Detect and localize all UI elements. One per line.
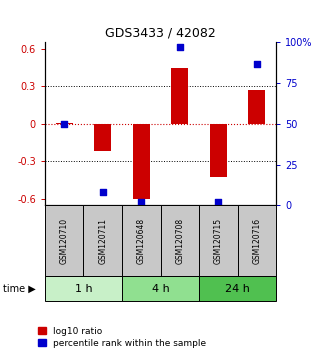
FancyBboxPatch shape — [45, 205, 83, 276]
Bar — [56, 122, 73, 124]
FancyBboxPatch shape — [199, 276, 276, 301]
Point — [254, 61, 259, 67]
Text: GSM120648: GSM120648 — [137, 218, 146, 264]
Bar — [94, 124, 111, 152]
Point — [62, 121, 67, 127]
Text: GSM120711: GSM120711 — [98, 218, 107, 264]
Bar — [133, 124, 150, 199]
Text: GSM120710: GSM120710 — [60, 218, 69, 264]
Text: GSM120716: GSM120716 — [252, 218, 261, 264]
FancyBboxPatch shape — [122, 276, 199, 301]
FancyBboxPatch shape — [199, 205, 238, 276]
Point — [177, 45, 182, 50]
Bar — [210, 124, 227, 177]
Text: 4 h: 4 h — [152, 284, 169, 293]
Bar — [171, 68, 188, 124]
FancyBboxPatch shape — [238, 205, 276, 276]
Point — [100, 189, 105, 195]
Text: 1 h: 1 h — [75, 284, 92, 293]
Point — [139, 199, 144, 205]
Text: GSM120715: GSM120715 — [214, 218, 223, 264]
FancyBboxPatch shape — [122, 205, 160, 276]
Text: 24 h: 24 h — [225, 284, 250, 293]
FancyBboxPatch shape — [45, 276, 122, 301]
Bar — [248, 90, 265, 124]
FancyBboxPatch shape — [83, 205, 122, 276]
FancyBboxPatch shape — [160, 205, 199, 276]
Text: GSM120708: GSM120708 — [175, 218, 184, 264]
Text: time ▶: time ▶ — [3, 284, 36, 293]
Title: GDS3433 / 42082: GDS3433 / 42082 — [105, 27, 216, 40]
Point — [216, 199, 221, 205]
Legend: log10 ratio, percentile rank within the sample: log10 ratio, percentile rank within the … — [37, 325, 208, 349]
